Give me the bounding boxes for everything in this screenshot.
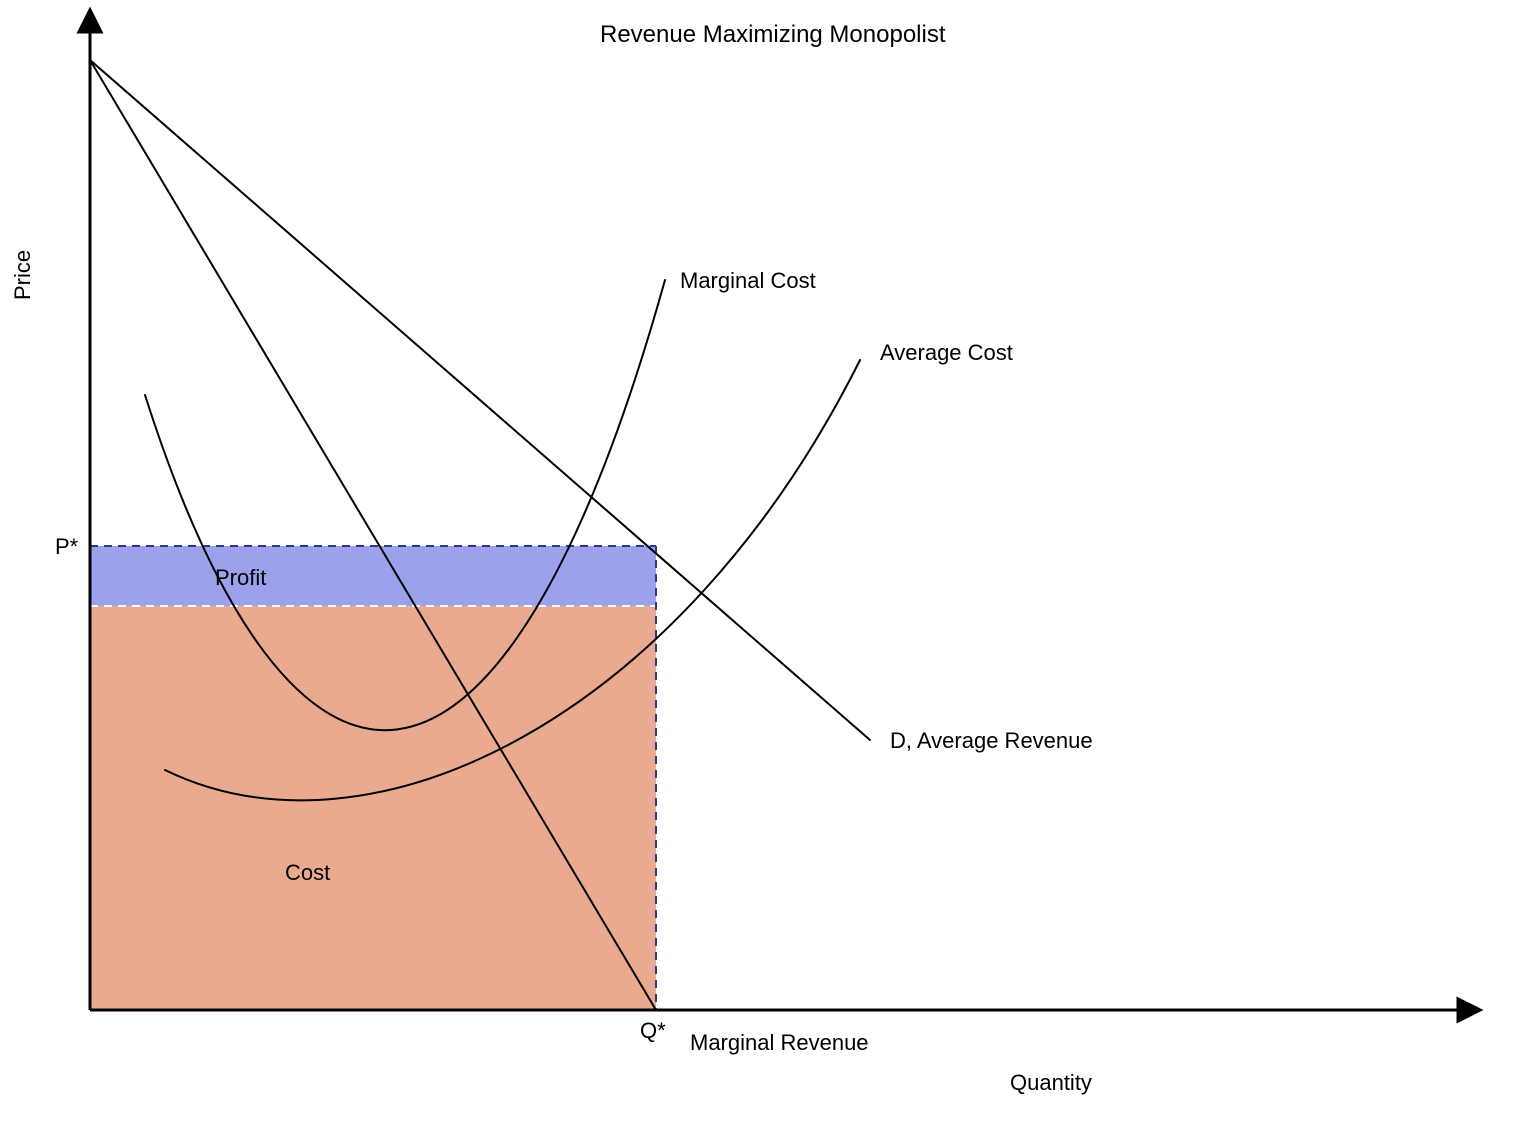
average-cost-label: Average Cost: [880, 340, 1013, 365]
marginal-revenue-label: Marginal Revenue: [690, 1030, 869, 1055]
chart-title: Revenue Maximizing Monopolist: [600, 21, 946, 48]
x-axis-label: Quantity: [1010, 1070, 1092, 1095]
profit-label: Profit: [215, 565, 266, 590]
q-star-label: Q*: [640, 1018, 666, 1043]
demand-label: D, Average Revenue: [890, 728, 1093, 753]
profit-region: [90, 546, 656, 606]
chart-container: Revenue Maximizing Monopolist Quantity Pri…: [0, 0, 1517, 1128]
marginal-cost-label: Marginal Cost: [680, 268, 816, 293]
p-star-label: P*: [55, 534, 79, 559]
monopolist-chart: Revenue Maximizing Monopolist Quantity Pri…: [0, 0, 1517, 1128]
cost-region: [90, 606, 656, 1010]
y-axis-label: Price: [10, 250, 35, 300]
cost-label: Cost: [285, 860, 330, 885]
